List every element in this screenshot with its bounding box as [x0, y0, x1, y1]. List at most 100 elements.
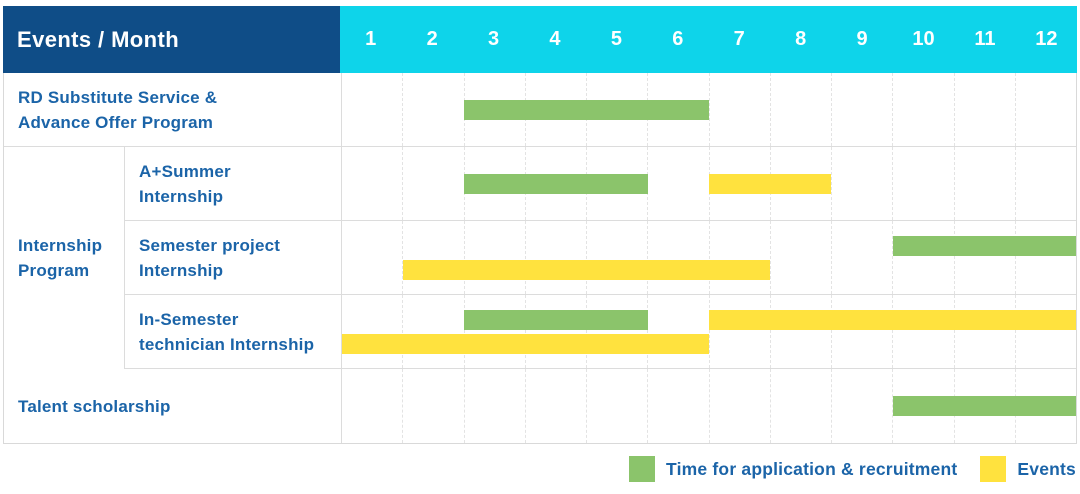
month-cell: [342, 73, 402, 146]
month-cell: [892, 221, 953, 294]
month-header-cell: 4: [549, 28, 561, 50]
gantt-bar-application-recruitment: [464, 100, 709, 120]
event-row: In-Semester technician Internship: [4, 295, 1076, 369]
table-header-row: Events / Month 1 2 3 4 5 6 7 8 9 10 11 12: [3, 6, 1077, 73]
group-label-line: Program: [18, 261, 90, 280]
month-cell: [342, 147, 402, 220]
month-cell: [402, 73, 463, 146]
event-row: A+Summer Internship: [4, 147, 1076, 221]
month-cell: [647, 147, 708, 220]
month-cell: [402, 221, 463, 294]
event-row: RD Substitute Service & Advance Offer Pro…: [4, 73, 1076, 147]
month-cell: [463, 295, 525, 368]
legend-item: Time for application & recruitment: [629, 456, 957, 482]
event-row: Talent scholarship: [4, 369, 1076, 443]
month-header-cell: 1: [365, 28, 377, 50]
legend-swatch-green: [629, 456, 656, 482]
month-cell: [892, 147, 953, 220]
month-cell: [647, 221, 708, 294]
event-label-line: Internship: [139, 260, 224, 280]
month-header-cell: 3: [487, 28, 500, 50]
month-cell: [647, 295, 708, 368]
event-label-line: Semester project: [139, 235, 281, 255]
legend-swatch-yellow: [980, 456, 1007, 482]
month-cell: [463, 147, 525, 220]
legend-label: Time for application & recruitment: [666, 458, 958, 479]
month-cell: [708, 369, 770, 443]
month-cell: [586, 221, 647, 294]
group-label-line: Internship: [18, 236, 103, 255]
month-cell: [831, 369, 892, 443]
month-cell: [953, 73, 1015, 146]
month-header-cell: 6: [672, 28, 684, 50]
event-label-cell: A+Summer Internship: [4, 147, 341, 220]
month-header-cell: 7: [733, 28, 745, 50]
month-cell: [524, 221, 586, 294]
month-cell: [769, 369, 831, 443]
month-cell: [769, 73, 831, 146]
gantt-bar-events: [342, 334, 709, 354]
month-header-cell: 9: [856, 28, 868, 50]
table-body: Internship Program RD Substitute Service…: [3, 73, 1077, 444]
header-title-cell: Events / Month: [3, 6, 340, 73]
month-cell: [708, 221, 770, 294]
months-header-strip: 1 2 3 4 5 6 7 8 9 10 11 12: [340, 6, 1077, 73]
month-cell: [463, 369, 525, 443]
month-cell: [831, 147, 892, 220]
month-header-cell: 5: [610, 28, 622, 50]
legend-label: Events: [1017, 458, 1076, 479]
legend-item: Events: [980, 456, 1076, 482]
gantt-bar-application-recruitment: [892, 396, 1076, 416]
month-cell: [342, 295, 402, 368]
month-cell: [953, 147, 1015, 220]
gantt-bar-events: [403, 260, 771, 280]
event-row: Semester project Internship: [4, 221, 1076, 295]
month-header-cell: 12: [1035, 28, 1058, 50]
month-cell: [524, 295, 586, 368]
month-cell: [402, 295, 463, 368]
month-cell: [831, 221, 892, 294]
event-label-cell: RD Substitute Service & Advance Offer Pro…: [4, 73, 341, 146]
event-label-line: technician Internship: [139, 334, 315, 354]
month-header-cell: 2: [426, 28, 438, 50]
gantt-bar-events: [709, 174, 832, 194]
month-cell: [463, 73, 525, 146]
months-grid-area: [341, 295, 1076, 368]
event-label-line: A+Summer: [139, 161, 231, 181]
month-cell: [342, 369, 402, 443]
month-cell: [647, 369, 708, 443]
months-grid-area: [341, 73, 1076, 146]
event-label-line: In-Semester: [139, 309, 239, 329]
month-cell: [1014, 73, 1076, 146]
month-cell: [708, 295, 770, 368]
month-header-cell: 8: [795, 28, 807, 50]
month-cell: [769, 221, 831, 294]
event-label-line: RD Substitute Service &: [18, 87, 218, 107]
month-cell: [463, 221, 525, 294]
legend: Time for application & recruitment Events: [629, 456, 1076, 482]
month-cell: [586, 369, 647, 443]
month-cell: [708, 73, 770, 146]
gantt-bar-application-recruitment: [464, 174, 648, 194]
month-cell: [1014, 295, 1076, 368]
event-label-cell: In-Semester technician Internship: [4, 295, 341, 368]
group-cell-internship-program: Internship Program: [4, 147, 125, 369]
month-cell: [953, 221, 1015, 294]
month-cell: [831, 295, 892, 368]
month-cell: [342, 221, 402, 294]
events-month-table: Events / Month 1 2 3 4 5 6 7 8 9 10 11 12 Internshi…: [3, 6, 1077, 444]
event-label-line: Internship: [139, 186, 224, 206]
months-grid-area: [341, 147, 1076, 220]
month-cell: [586, 295, 647, 368]
month-cell: [1014, 221, 1076, 294]
month-cell: [769, 295, 831, 368]
month-cell: [953, 295, 1015, 368]
page-title: Events / Month: [17, 26, 180, 52]
month-header-cell: 11: [974, 28, 996, 50]
gantt-bar-application-recruitment: [892, 236, 1076, 256]
gantt-bar-events: [709, 310, 1076, 330]
month-cell: [402, 147, 463, 220]
month-cell: [1014, 147, 1076, 220]
month-cell: [892, 73, 953, 146]
